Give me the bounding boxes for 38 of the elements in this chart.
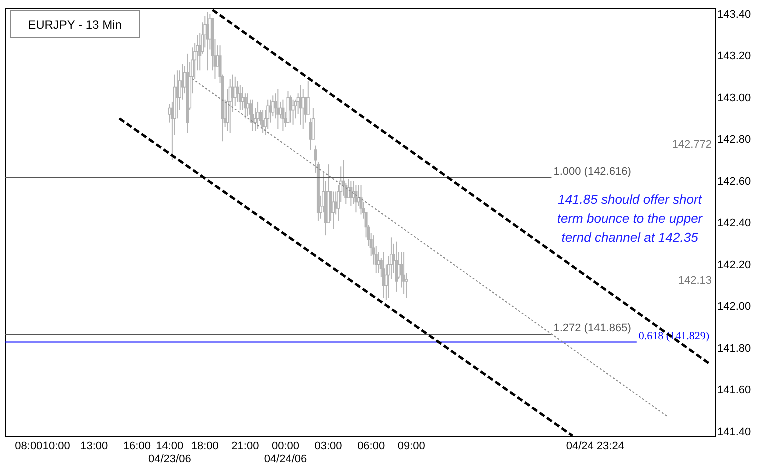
candlestick	[228, 78, 232, 134]
candlestick	[306, 80, 310, 115]
x-tick-label: 13:00	[80, 440, 108, 452]
candlestick	[360, 184, 363, 216]
candlestick	[282, 99, 285, 132]
ref-line-label: 1.272 (141.865)	[554, 322, 632, 335]
y-tick-label: 142.00	[718, 301, 752, 314]
candlestick	[402, 252, 406, 295]
x-tick-label: 10:00	[42, 440, 70, 452]
candlestick	[395, 241, 398, 292]
text: EURJPY - 13 Min	[28, 18, 122, 32]
x-tick-label: 04/24 23:24	[566, 440, 624, 452]
x-tick-label: 18:00	[191, 440, 219, 452]
y-tick-label: 142.60	[718, 176, 752, 188]
candlestick	[292, 99, 295, 126]
annotation: 142.772	[672, 139, 712, 151]
x-tick-label: 09:00	[398, 440, 426, 452]
x-tick-label: 16:00	[123, 440, 151, 452]
candlestick	[238, 84, 242, 111]
y-tick-label: 141.60	[718, 384, 752, 397]
candlestick	[289, 95, 292, 124]
y-tick-label: 141.40	[718, 426, 752, 438]
y-tick-label: 142.40	[718, 218, 752, 230]
x-tick-label: 03:00	[314, 440, 342, 452]
y-tick-label: 142.80	[718, 134, 752, 146]
candlestick	[382, 252, 386, 299]
ref-line-label: 1.000 (142.616)	[554, 166, 632, 178]
y-tick-label: 143.20	[718, 50, 752, 63]
annotation: 141.85 should offer short term bounce to the upper ternd channel at 142.35	[557, 192, 704, 245]
y-tick-label: 143.40	[718, 8, 752, 21]
y-tick-label: 143.00	[718, 92, 752, 104]
x-tick-label: 06:00	[358, 440, 386, 452]
y-tick-label: 141.80	[718, 342, 752, 355]
x-tick-label: 00:00 04/24/06	[264, 440, 308, 466]
annotation: 142.13	[678, 275, 712, 287]
x-tick-label: 08:00	[15, 440, 43, 452]
x-tick-label: 21:00	[232, 440, 260, 452]
y-tick-label: 142.20	[718, 259, 752, 272]
